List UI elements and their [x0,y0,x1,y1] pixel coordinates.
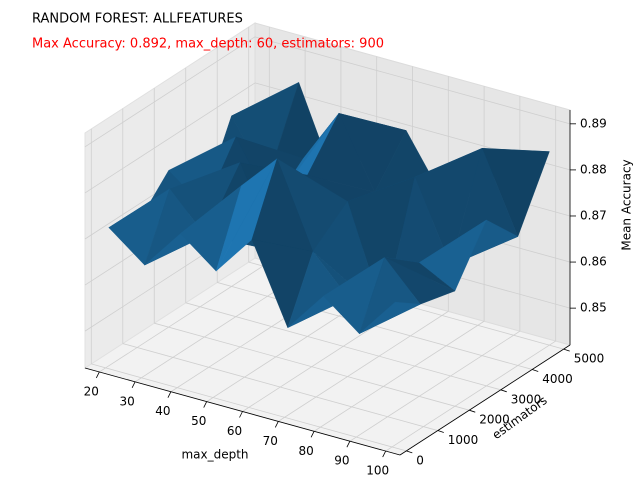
tick-mark [346,440,351,448]
tick-mark [469,409,476,413]
grid-line [99,261,270,373]
chart-subtitle: Max Accuracy: 0.892, max_depth: 60, esti… [32,37,384,52]
z-tick-label: 0.86 [580,255,607,269]
z-tick-label: 0.87 [580,208,607,222]
y-tick-label: 2000 [479,413,510,427]
grid-line [84,82,256,194]
x-tick-label: 40 [155,404,170,418]
grid-line [185,302,501,391]
tick-mark [563,348,570,352]
x-tick-label: 50 [191,414,206,428]
x-tick-label: 20 [84,384,99,398]
tick-mark [310,431,315,438]
y-tick-label: 4000 [542,372,573,386]
grid-line [278,311,449,422]
tick-mark [500,389,507,393]
tick-mark [95,371,100,379]
tick-mark [167,391,172,398]
surface [108,82,550,334]
y-tick-label: 5000 [574,352,605,366]
x-tick-label: 60 [227,424,242,438]
grid-line [154,322,470,411]
grid-line [254,36,571,125]
grid-line [349,330,521,442]
x-tick-label: 100 [366,464,389,478]
tick-mark [382,450,387,458]
grid-line [385,340,556,452]
x-tick-label: 80 [298,444,313,458]
tick-mark [437,430,444,433]
tick-mark [131,381,136,389]
x-tick-label: 70 [263,434,278,448]
x-axis-label: max_depth [181,448,248,462]
tick-mark [532,369,539,372]
y-tick-label: 3000 [511,392,542,406]
grid-line [122,343,438,431]
tick-mark [406,450,413,454]
z-tick-label: 0.89 [580,116,607,130]
chart-title: RANDOM FOREST: ALLFEATURES [32,12,243,27]
grid-line [313,320,485,432]
axes: 2030405060708090100010002000300040005000… [84,110,607,478]
z-axis-label: Mean Accuracy [620,159,634,250]
tick-mark [274,421,279,428]
x-axis-line [84,367,401,456]
x-tick-label: 90 [334,454,349,468]
z-tick-label: 0.85 [580,301,607,315]
y-tick-label: 0 [416,453,424,467]
grid-line [91,363,407,452]
tick-mark [239,411,243,418]
y-tick-label: 1000 [448,433,479,447]
surface-facet [359,301,421,334]
x-tick-label: 30 [119,394,134,408]
y-axis-line [399,344,571,456]
grid-line [84,36,256,148]
z-tick-label: 0.88 [580,162,607,176]
tick-mark [203,401,208,408]
